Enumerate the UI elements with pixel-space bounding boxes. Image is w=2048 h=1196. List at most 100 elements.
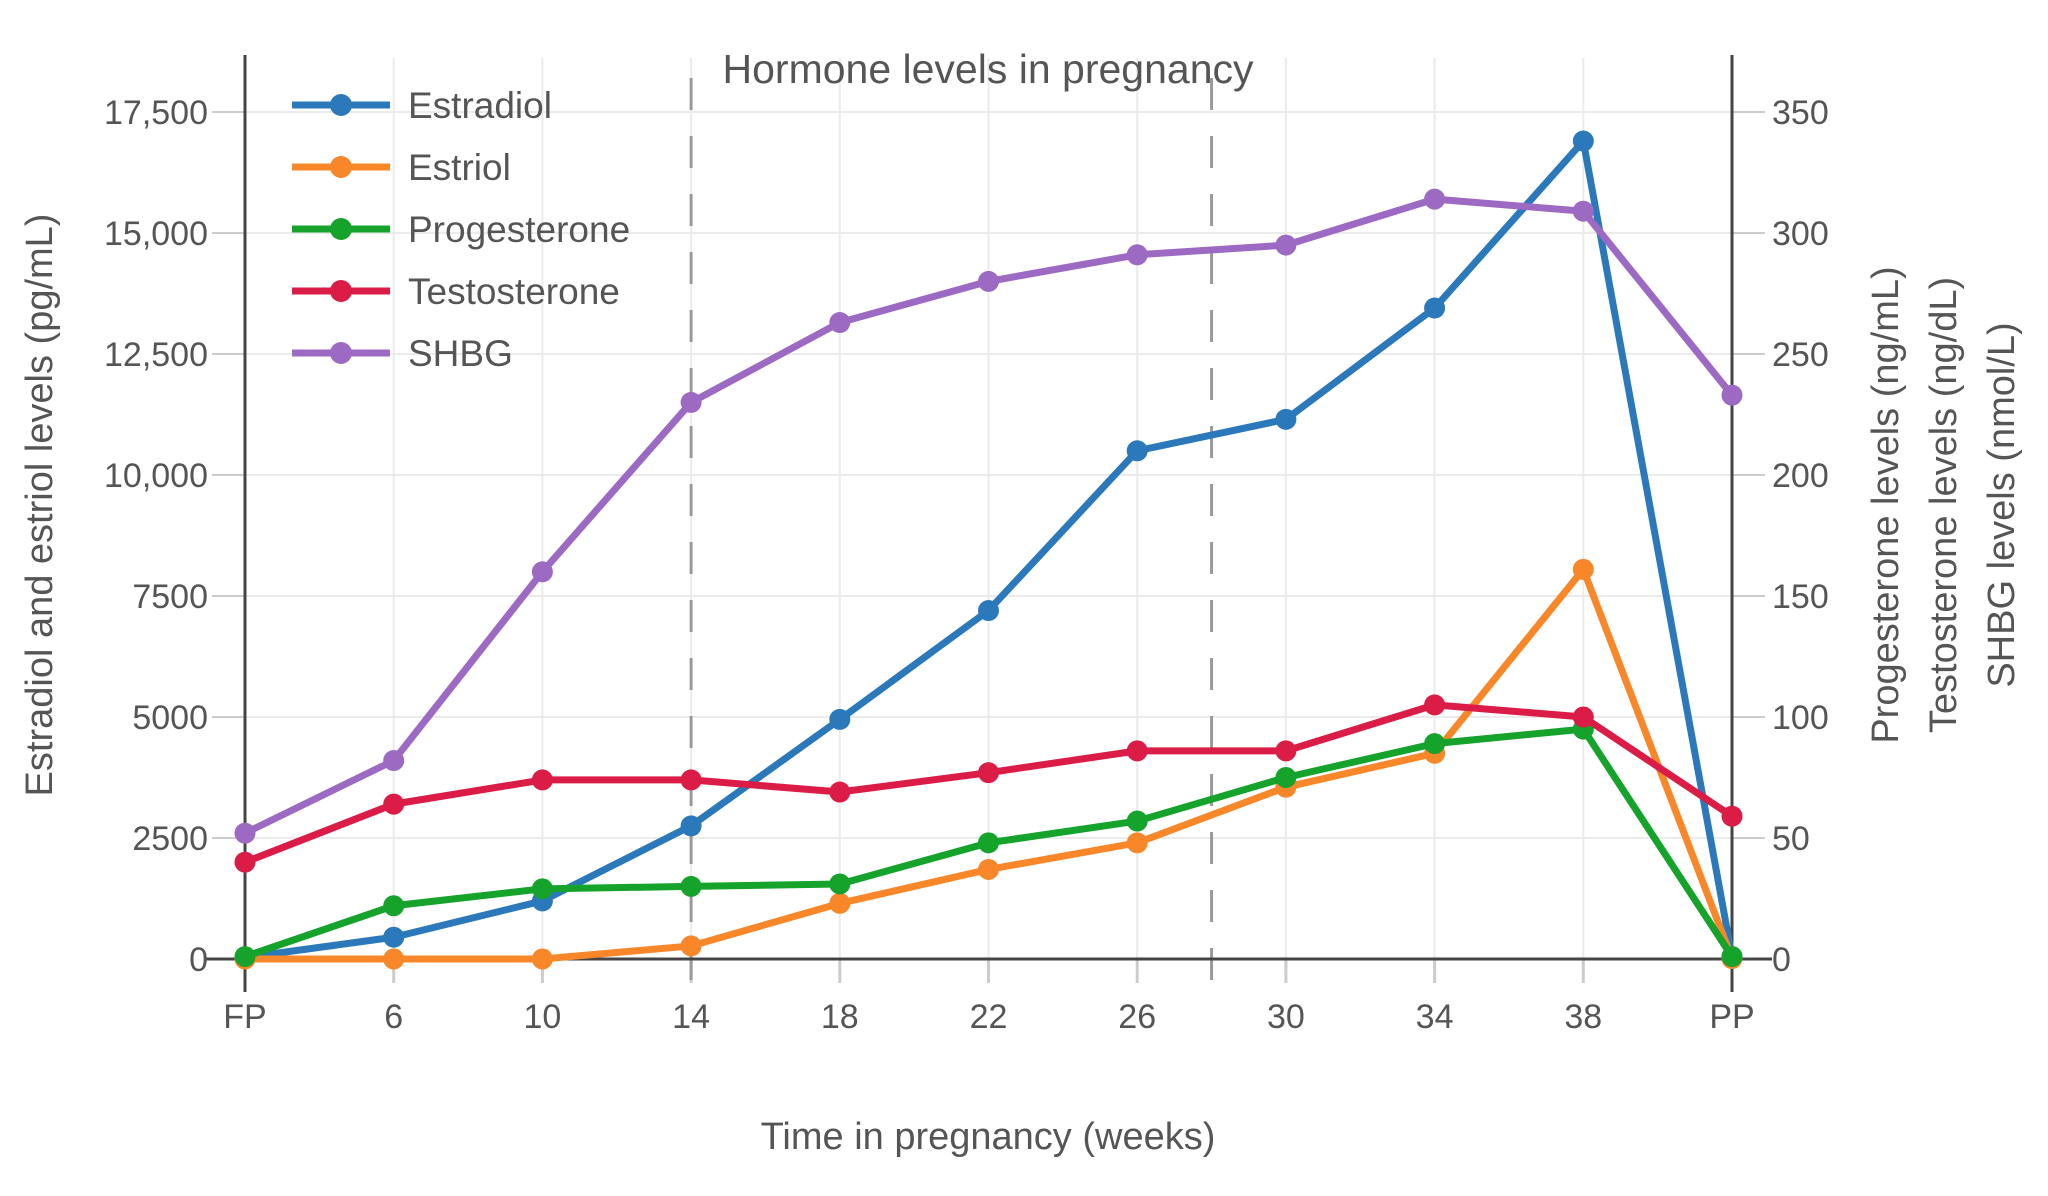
data-point-progesterone-10[interactable]: [531, 878, 553, 900]
data-point-estriol-26[interactable]: [1126, 832, 1148, 854]
data-point-estriol-6[interactable]: [383, 948, 405, 970]
x-axis-title: Time in pregnancy (weeks): [761, 1116, 1216, 1158]
legend-item-progesterone[interactable]: Progesterone: [292, 209, 630, 250]
data-point-estriol-14[interactable]: [680, 935, 702, 957]
x-tick-label: 6: [384, 998, 403, 1036]
y-right-tick-label: 200: [1772, 457, 1829, 495]
tick-label-layer: 0 0 2500 50 5000 100 7500 150 10,000 200 12,500 250…: [104, 94, 1829, 1036]
y-left-tick-label: 10,000: [104, 457, 208, 495]
data-point-shbg-18[interactable]: [829, 312, 851, 334]
data-point-estradiol-18[interactable]: [829, 708, 851, 730]
series-layer: [234, 130, 1743, 970]
data-point-testosterone-10[interactable]: [531, 769, 553, 791]
legend-swatch-marker: [330, 156, 352, 178]
data-point-testosterone-6[interactable]: [383, 793, 405, 815]
data-point-estriol-38[interactable]: [1572, 558, 1594, 580]
legend-item-label: Testosterone: [408, 271, 620, 312]
data-point-shbg-22[interactable]: [978, 270, 999, 292]
legend-item-label: Estradiol: [408, 85, 552, 126]
y-right-tick-label: 0: [1772, 941, 1791, 979]
y-right-tick-label: 250: [1772, 336, 1829, 374]
data-point-estriol-22[interactable]: [978, 858, 999, 880]
data-point-testosterone-PP[interactable]: [1721, 805, 1743, 827]
y-left-tick-label: 5000: [132, 699, 208, 737]
x-tick-label: 18: [821, 998, 859, 1036]
x-tick-label: 26: [1118, 998, 1156, 1036]
legend-swatch-marker: [330, 342, 352, 364]
trimester-divider-layer: [689, 78, 1214, 995]
y-right-tick-label: 350: [1772, 94, 1829, 132]
data-point-shbg-10[interactable]: [531, 561, 553, 583]
data-point-progesterone-FP[interactable]: [234, 946, 256, 968]
grid-layer: [212, 58, 1765, 983]
x-tick-label: 14: [672, 998, 710, 1036]
data-point-progesterone-PP[interactable]: [1721, 946, 1743, 968]
y-right-tick-label: 50: [1772, 820, 1810, 858]
legend-swatch-marker: [330, 94, 352, 116]
data-point-testosterone-38[interactable]: [1572, 706, 1594, 728]
data-point-estradiol-14[interactable]: [680, 815, 702, 837]
data-point-progesterone-6[interactable]: [383, 895, 405, 917]
y-left-tick-label: 7500: [132, 578, 208, 616]
y-left-tick-label: 0: [189, 941, 208, 979]
x-tick-label: PP: [1709, 998, 1754, 1036]
x-tick-label: 10: [523, 998, 561, 1036]
x-tick-label: 34: [1416, 998, 1454, 1036]
data-point-estradiol-22[interactable]: [978, 600, 999, 622]
y-right-tick-label: 150: [1772, 578, 1829, 616]
data-point-progesterone-34[interactable]: [1424, 733, 1446, 755]
data-point-progesterone-30[interactable]: [1275, 767, 1297, 788]
data-point-testosterone-FP[interactable]: [234, 851, 256, 873]
y-right-axis-title-shbg: SHBG levels (nmol/L): [1981, 322, 2023, 687]
legend: Estradiol Estriol Progesterone Testosterone…: [292, 85, 630, 374]
chart-title: Hormone levels in pregnancy: [723, 46, 1254, 92]
data-point-shbg-26[interactable]: [1126, 244, 1148, 266]
data-point-shbg-30[interactable]: [1275, 234, 1297, 256]
data-point-progesterone-26[interactable]: [1126, 810, 1148, 832]
data-point-testosterone-22[interactable]: [978, 762, 999, 784]
data-point-shbg-6[interactable]: [383, 750, 405, 772]
data-point-progesterone-18[interactable]: [829, 873, 851, 895]
legend-item-label: Progesterone: [408, 209, 630, 250]
data-point-shbg-FP[interactable]: [234, 822, 256, 844]
data-point-progesterone-14[interactable]: [680, 875, 702, 897]
data-point-testosterone-30[interactable]: [1275, 740, 1297, 762]
x-tick-label: 30: [1267, 998, 1305, 1036]
data-point-testosterone-34[interactable]: [1424, 694, 1446, 716]
y-left-tick-label: 2500: [132, 820, 208, 858]
y-left-tick-label: 15,000: [104, 215, 208, 253]
data-point-estradiol-34[interactable]: [1424, 297, 1446, 319]
data-point-estriol-10[interactable]: [531, 948, 553, 970]
data-point-shbg-PP[interactable]: [1721, 384, 1743, 406]
legend-swatch-marker: [330, 280, 352, 302]
y-left-tick-label: 12,500: [104, 336, 208, 374]
legend-item-shbg[interactable]: SHBG: [292, 333, 513, 374]
legend-item-estradiol[interactable]: Estradiol: [292, 85, 552, 126]
legend-item-testosterone[interactable]: Testosterone: [292, 271, 620, 312]
legend-item-label: Estriol: [408, 147, 511, 188]
y-right-axis-title-testosterone: Testosterone levels (ng/dL): [1923, 277, 1965, 733]
legend-item-estriol[interactable]: Estriol: [292, 147, 511, 188]
data-point-progesterone-22[interactable]: [978, 832, 999, 854]
y-left-tick-label: 17,500: [104, 94, 208, 132]
data-point-shbg-34[interactable]: [1424, 188, 1446, 210]
data-point-testosterone-26[interactable]: [1126, 740, 1148, 762]
data-point-estriol-18[interactable]: [829, 892, 851, 914]
y-right-axis-title-progesterone: Progesterone levels (ng/mL): [1865, 266, 1907, 743]
legend-swatch-marker: [330, 218, 352, 240]
y-left-axis-title: Estradiol and estriol levels (pg/mL): [19, 214, 61, 797]
data-point-estradiol-30[interactable]: [1275, 408, 1297, 430]
data-point-testosterone-14[interactable]: [680, 769, 702, 791]
x-tick-label: FP: [223, 998, 266, 1036]
data-point-estradiol-38[interactable]: [1572, 130, 1594, 152]
data-point-estradiol-26[interactable]: [1126, 440, 1148, 462]
y-right-tick-label: 100: [1772, 699, 1829, 737]
data-point-shbg-38[interactable]: [1572, 200, 1594, 222]
x-tick-label: 38: [1564, 998, 1602, 1036]
data-point-testosterone-18[interactable]: [829, 781, 851, 803]
y-right-tick-label: 300: [1772, 215, 1829, 253]
data-point-shbg-14[interactable]: [680, 391, 702, 413]
data-point-estradiol-6[interactable]: [383, 926, 405, 948]
